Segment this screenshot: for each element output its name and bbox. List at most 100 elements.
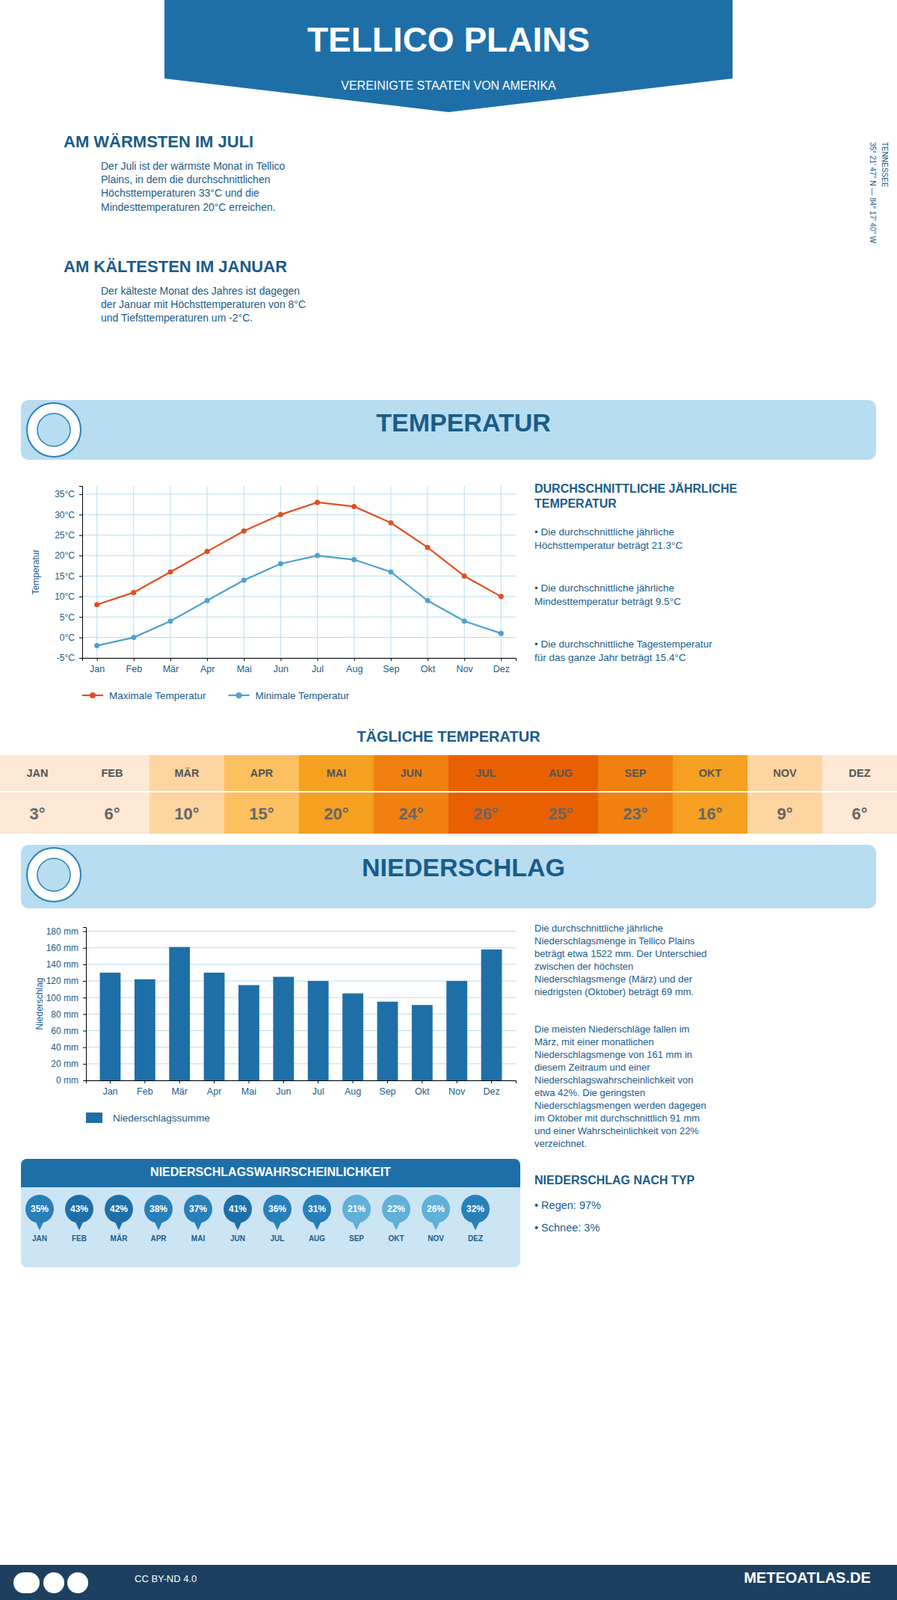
grid-line-y — [85, 947, 516, 948]
text-line: für das ganze Jahr beträgt 15.4°C — [534, 651, 687, 664]
data-label: 3° — [29, 804, 45, 823]
text-line: im Oktober mit durchschnittlich 91 mm — [534, 1112, 700, 1124]
x-tick-label: Nov — [456, 663, 474, 675]
banner-icon-inner — [37, 858, 71, 892]
text-line: diesem Zeitraum und einer — [534, 1061, 651, 1073]
data-label: 16° — [697, 804, 723, 823]
chart-container: TELLICO PLAINSVEREINIGTE STAATEN VON AME… — [0, 0, 897, 1600]
text-line: etwa 42%. Die geringsten — [534, 1086, 646, 1099]
table-cell — [523, 792, 598, 834]
drop — [223, 1194, 252, 1231]
x-tick: Apr — [207, 1080, 222, 1097]
x-tick-label: Mai — [236, 663, 252, 675]
category-label: APR — [150, 1234, 167, 1243]
grid-line-y — [82, 493, 516, 495]
table-cell — [299, 792, 374, 834]
rotated-annotation: TENNESSEE — [880, 142, 889, 188]
legend-label: Maximale Temperatur — [109, 689, 207, 702]
legend: Maximale Temperatur Minimale Temperatur — [82, 689, 350, 702]
section-banner — [20, 399, 877, 460]
category-label: DEZ — [467, 1234, 483, 1243]
x-axis-line — [86, 1080, 517, 1084]
text-line: März, mit einer monatlichen — [534, 1036, 655, 1048]
y-axis-line — [79, 486, 83, 659]
text-line: AM KÄLTESTEN IM JANUAR — [63, 257, 288, 276]
annotation: • Die durchschnittliche jährlicheMindest… — [534, 582, 681, 607]
text-line: Der kälteste Monat des Jahres ist dagege… — [100, 284, 300, 297]
data-label: 32% — [466, 1203, 485, 1214]
annotation: 35° 21' 47'' N — 84° 17' 40'' W — [868, 142, 877, 244]
grid-line-y — [82, 575, 516, 577]
chart-title: NIEDERSCHLAGSWAHRSCHEINLICHKEIT — [150, 1165, 391, 1179]
grid-line-x — [133, 485, 134, 658]
y-tick-mark — [82, 1047, 86, 1048]
x-tick-label: Okt — [414, 1086, 430, 1097]
drop — [183, 1194, 213, 1231]
table-cell — [74, 792, 150, 834]
bar — [272, 976, 294, 1081]
table-header-cell — [598, 754, 673, 791]
drop — [104, 1194, 134, 1231]
table-cell — [149, 792, 225, 834]
x-tick-mark — [179, 1080, 181, 1084]
y-tick-label: 180 mm — [46, 926, 79, 937]
x-tick: Jan — [102, 1080, 118, 1097]
x-tick-label: Sep — [378, 1086, 396, 1097]
y-tick-label: 35°C — [54, 488, 75, 500]
x-tick: Feb — [126, 657, 143, 675]
text-line: niedrigsten (Oktober) beträgt 69 mm. — [534, 985, 694, 998]
point — [241, 528, 247, 534]
data-label: 20° — [323, 804, 349, 823]
banner-icon-inner — [37, 413, 71, 447]
category-label: MAI — [191, 1234, 206, 1243]
license-icon — [43, 1571, 65, 1593]
point — [425, 544, 431, 551]
text-line: • Schnee: 3% — [534, 1221, 600, 1234]
text-line: Höchsttemperatur beträgt 21.3°C — [534, 539, 683, 551]
point — [387, 569, 394, 575]
table-cell — [448, 792, 524, 834]
table-header-label: MÄR — [174, 766, 200, 779]
text-line: Die meisten Niederschläge fallen im — [534, 1023, 690, 1035]
x-tick-mark — [390, 657, 392, 661]
legend-item: Minimale Temperatur — [228, 689, 350, 702]
legend-item: Maximale Temperatur — [82, 689, 207, 702]
point — [94, 642, 100, 649]
y-tick: 60 mm — [50, 1025, 86, 1037]
data-label: 21% — [347, 1203, 366, 1214]
infographic: TELLICO PLAINSVEREINIGTE STAATEN VON AME… — [0, 0, 897, 1600]
data-label: 35% — [30, 1203, 49, 1214]
point — [498, 593, 504, 599]
point — [425, 598, 431, 604]
x-tick: Sep — [378, 1080, 396, 1097]
table-cell — [598, 792, 673, 834]
y-axis: 0 mm20 mm40 mm60 mm80 mm100 mm120 mm140 … — [46, 926, 87, 1086]
x-tick-mark — [243, 657, 245, 661]
y-axis-title: Niederschlag — [34, 976, 45, 1030]
point — [130, 634, 137, 640]
bar-chart: 0 mm20 mm40 mm60 mm80 mm100 mm120 mm140 … — [34, 926, 517, 1124]
x-tick: Mai — [236, 657, 252, 675]
y-tick: 15°C — [54, 571, 83, 582]
x-tick: Mär — [162, 657, 180, 675]
x-tick-label: Jul — [312, 1086, 325, 1097]
bar — [134, 979, 156, 1081]
annotation: DURCHSCHNITTLICHE JÄHRLICHETEMPERATUR — [534, 482, 738, 511]
data-label: 25° — [547, 804, 573, 823]
y-tick-label: 25°C — [54, 529, 75, 541]
table-header-label: JUN — [399, 766, 422, 779]
x-tick-label: Okt — [420, 663, 436, 675]
x-tick-mark — [500, 657, 502, 661]
point — [387, 520, 394, 526]
point — [130, 589, 137, 596]
x-tick: Sep — [382, 657, 400, 675]
grid-line-x — [280, 485, 282, 658]
text-line: TENNESSEE — [880, 142, 889, 188]
rotated-annotation: 35° 21' 47'' N — 84° 17' 40'' W — [868, 142, 877, 244]
x-tick: Jul — [311, 657, 324, 675]
grid-line-y — [82, 636, 516, 638]
y-tick-label: 100 mm — [46, 992, 79, 1004]
x-tick-mark — [109, 1080, 111, 1084]
text-line: TEMPERATUR — [375, 408, 551, 437]
x-tick-label: Jun — [275, 1086, 291, 1097]
